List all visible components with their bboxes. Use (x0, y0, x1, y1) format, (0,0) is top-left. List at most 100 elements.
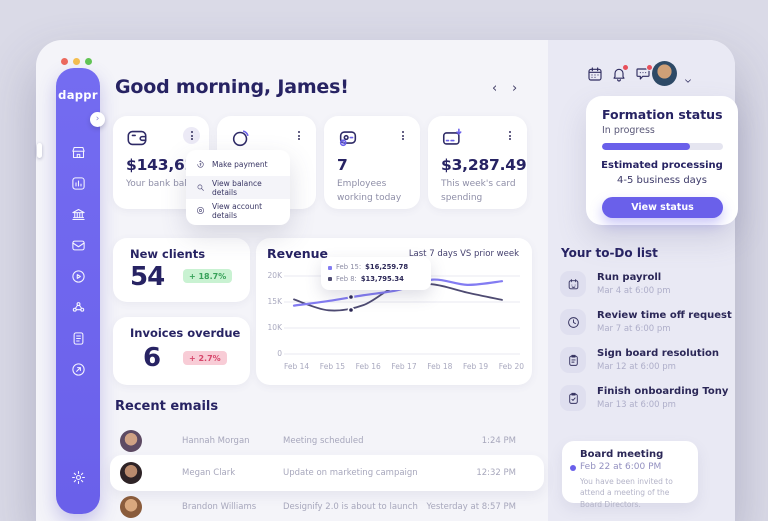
window-close-button[interactable] (61, 58, 68, 65)
stat-label: Your bank balance (126, 179, 209, 189)
team-icon (72, 301, 84, 312)
active-nav-indicator (37, 143, 42, 158)
x-tick-label: Feb 16 (355, 362, 381, 371)
x-tick-label: Feb 14 (284, 362, 310, 371)
todo-due: Mar 13 at 6:00 pm (597, 400, 676, 410)
trend-badge: + 2.7% (183, 351, 227, 365)
sidebar-item-mail[interactable] (69, 236, 87, 254)
event-title: Board meeting (580, 449, 664, 460)
stat-label: This week's card spending (441, 179, 516, 203)
sidebar-expand-button[interactable]: › (90, 112, 105, 127)
formation-status: In progress (602, 125, 655, 136)
chart-title: Revenue (267, 246, 329, 261)
sidebar (56, 68, 100, 514)
todo-title: Run payroll (597, 272, 662, 283)
todo-item[interactable]: Review time off request Mar 7 at 6:00 pm (560, 309, 732, 339)
email-sender: Brandon Williams (182, 501, 257, 512)
chevron-down-icon[interactable] (683, 71, 693, 83)
chevron-right-icon[interactable]: › (512, 81, 518, 96)
series-swatch (328, 265, 332, 270)
todo-item[interactable]: Run payroll Mar 4 at 6:00 pm (560, 271, 732, 301)
card-menu-button[interactable] (394, 127, 411, 144)
tooltip-value: $13,795.34 (360, 274, 404, 283)
menu-item-label: View balance details (212, 178, 262, 197)
y-tick-label: 15K (267, 297, 282, 306)
card-spending-icon (441, 127, 463, 149)
sidebar-item-storefront[interactable] (69, 143, 87, 161)
board-meeting-card[interactable]: Board meeting Feb 22 at 6:00 PM You have… (562, 441, 698, 509)
card-menu-button[interactable] (501, 127, 518, 144)
view-status-button[interactable]: View status (602, 197, 723, 218)
employee-badge-icon (337, 127, 359, 149)
tooltip-label: Feb 8: (336, 274, 357, 283)
menu-item-make-payment[interactable]: Make payment (186, 153, 290, 176)
email-row[interactable]: Hannah Morgan Meeting scheduled 1:24 PM (110, 424, 544, 457)
email-time: 1:24 PM (481, 435, 516, 446)
tooltip-row: Feb 8: $13,795.34 (328, 274, 424, 286)
sidebar-item-explore[interactable] (69, 360, 87, 378)
email-subject: Update on marketing campaign (283, 468, 418, 478)
todo-due: Mar 4 at 6:00 pm (597, 286, 671, 296)
tooltip-value: $16,259.78 (365, 263, 409, 271)
clipboard-icon (560, 347, 586, 373)
processing-label: Estimated processing (601, 160, 723, 171)
tooltip-row: Feb 15: $16,259.78 (328, 262, 424, 274)
account-icon (196, 206, 205, 215)
app-logo: dappr (58, 88, 98, 102)
gear-icon (71, 470, 85, 484)
sidebar-item-bank[interactable] (69, 205, 87, 223)
calendar-icon[interactable] (587, 66, 603, 82)
chart-tooltip: Feb 15: $16,259.78 Feb 8: $13,795.34 (321, 257, 431, 291)
stat-value: $3,287.49 (441, 156, 527, 174)
new-clients-card: New clients 54 + 18.7% (113, 238, 250, 302)
card-spending-card: $3,287.49 This week's card spending (428, 116, 527, 209)
card-menu-button[interactable] (290, 127, 307, 144)
chat-icon[interactable] (635, 64, 653, 82)
sidebar-item-analytics[interactable] (69, 174, 87, 192)
todo-title: Sign board resolution (597, 348, 720, 359)
section-title-recent-emails: Recent emails (115, 399, 219, 414)
launch-icon (71, 362, 85, 376)
clipboard-check-icon (560, 385, 586, 411)
card-menu-button[interactable] (183, 127, 200, 144)
page-title: Good morning, James! (115, 76, 349, 98)
sidebar-item-media[interactable] (69, 267, 87, 285)
chart-subtitle: Last 7 days VS prior week (408, 249, 519, 259)
todo-due: Mar 12 at 6:00 pm (597, 362, 676, 372)
window-zoom-button[interactable] (85, 58, 92, 65)
user-avatar[interactable] (652, 61, 677, 86)
sidebar-item-documents[interactable] (69, 329, 87, 347)
balance-icon (197, 184, 204, 191)
todo-due: Mar 7 at 6:00 pm (597, 324, 671, 334)
email-row[interactable]: Brandon Williams Designify 2.0 is about … (110, 492, 544, 521)
email-time: 12:32 PM (476, 468, 516, 478)
avatar (120, 429, 142, 452)
notification-dot (622, 64, 629, 71)
payroll-calendar-icon (560, 271, 586, 297)
email-sender: Megan Clark (182, 468, 236, 478)
stat-value: 7 (337, 156, 348, 174)
window-minimize-button[interactable] (73, 58, 80, 65)
menu-item-view-balance[interactable]: View balance details (186, 176, 290, 199)
bell-icon[interactable] (611, 64, 629, 82)
email-row[interactable]: Megan Clark Update on marketing campaign… (110, 455, 544, 491)
chevron-left-icon[interactable]: ‹ (492, 81, 498, 96)
todo-item[interactable]: Finish onboarding Tony Mar 13 at 6:00 pm (560, 385, 732, 415)
sidebar-item-team[interactable] (69, 298, 87, 316)
stat-label: Employees working today (337, 179, 402, 203)
processing-value: 4-5 business days (617, 175, 707, 186)
sidebar-item-settings[interactable] (69, 468, 87, 486)
menu-item-view-account[interactable]: View account details (186, 199, 290, 222)
payment-icon (197, 160, 204, 168)
y-tick-label: 10K (267, 323, 282, 332)
wallet-icon (126, 127, 148, 149)
todo-title: Finish onboarding Tony (597, 386, 729, 397)
progress-bar (602, 143, 723, 150)
balance-card-menu: Make payment View balance details View a… (186, 150, 290, 225)
avatar (120, 462, 142, 484)
email-time: Yesterday at 8:57 PM (426, 501, 516, 512)
todo-item[interactable]: Sign board resolution Mar 12 at 6:00 pm (560, 347, 732, 377)
formation-progress-fill (602, 143, 691, 150)
storefront-icon (71, 146, 85, 158)
employees-card: 7 Employees working today (324, 116, 420, 209)
